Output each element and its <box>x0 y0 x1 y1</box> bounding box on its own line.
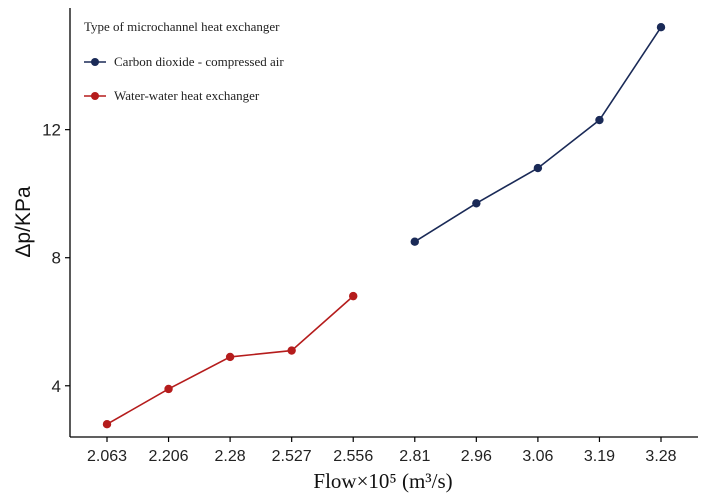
series-layer <box>102 23 666 429</box>
x-tick-label: 2.81 <box>399 448 430 465</box>
legend-entry-carbon-dioxide: Carbon dioxide - compressed air <box>84 54 284 69</box>
legend-marker-carbon-dioxide <box>91 58 99 66</box>
legend: Type of microchannel heat exchanger Carb… <box>84 19 284 103</box>
y-tick-label: 4 <box>52 377 61 396</box>
legend-title: Type of microchannel heat exchanger <box>84 19 280 34</box>
series-line <box>414 26 662 243</box>
x-tick-label: 2.206 <box>149 448 189 465</box>
x-tick-label: 2.556 <box>333 448 373 465</box>
y-axis-label: Δp/KPa <box>12 186 35 258</box>
x-tick-label: 2.527 <box>272 448 312 465</box>
x-tick-label: 2.96 <box>461 448 492 465</box>
x-tick-label: 3.19 <box>584 448 615 465</box>
legend-entry-water-water: Water-water heat exchanger <box>84 88 260 103</box>
data-point <box>287 346 296 355</box>
data-point <box>164 384 173 394</box>
gridless-plot-area <box>69 8 698 438</box>
x-tick-label: 2.28 <box>215 448 246 465</box>
legend-label-carbon-dioxide: Carbon dioxide - compressed air <box>114 54 284 69</box>
y-ticks: 4 8 12 <box>42 121 70 396</box>
data-point <box>225 352 235 362</box>
data-point <box>349 291 358 301</box>
y-tick-label: 8 <box>52 249 61 268</box>
data-point <box>410 237 419 246</box>
x-ticks: 2.063 2.206 2.28 2.527 2.556 2.81 2.96 3.06 3.19… <box>87 437 677 465</box>
x-tick-label: 3.28 <box>645 448 676 465</box>
x-tick-label: 2.063 <box>87 448 127 465</box>
y-tick-label: 12 <box>42 121 61 140</box>
series-1 <box>102 291 358 429</box>
data-point <box>472 199 481 208</box>
data-point <box>595 115 604 125</box>
data-point <box>102 419 112 429</box>
legend-marker-water-water <box>91 92 99 100</box>
data-point <box>656 23 666 32</box>
data-point <box>533 163 543 173</box>
x-tick-label: 3.06 <box>522 448 553 465</box>
legend-label-water-water: Water-water heat exchanger <box>114 88 260 103</box>
x-axis-label: Flow×10⁵ (m³/s) <box>313 469 452 493</box>
series-0 <box>410 23 666 246</box>
